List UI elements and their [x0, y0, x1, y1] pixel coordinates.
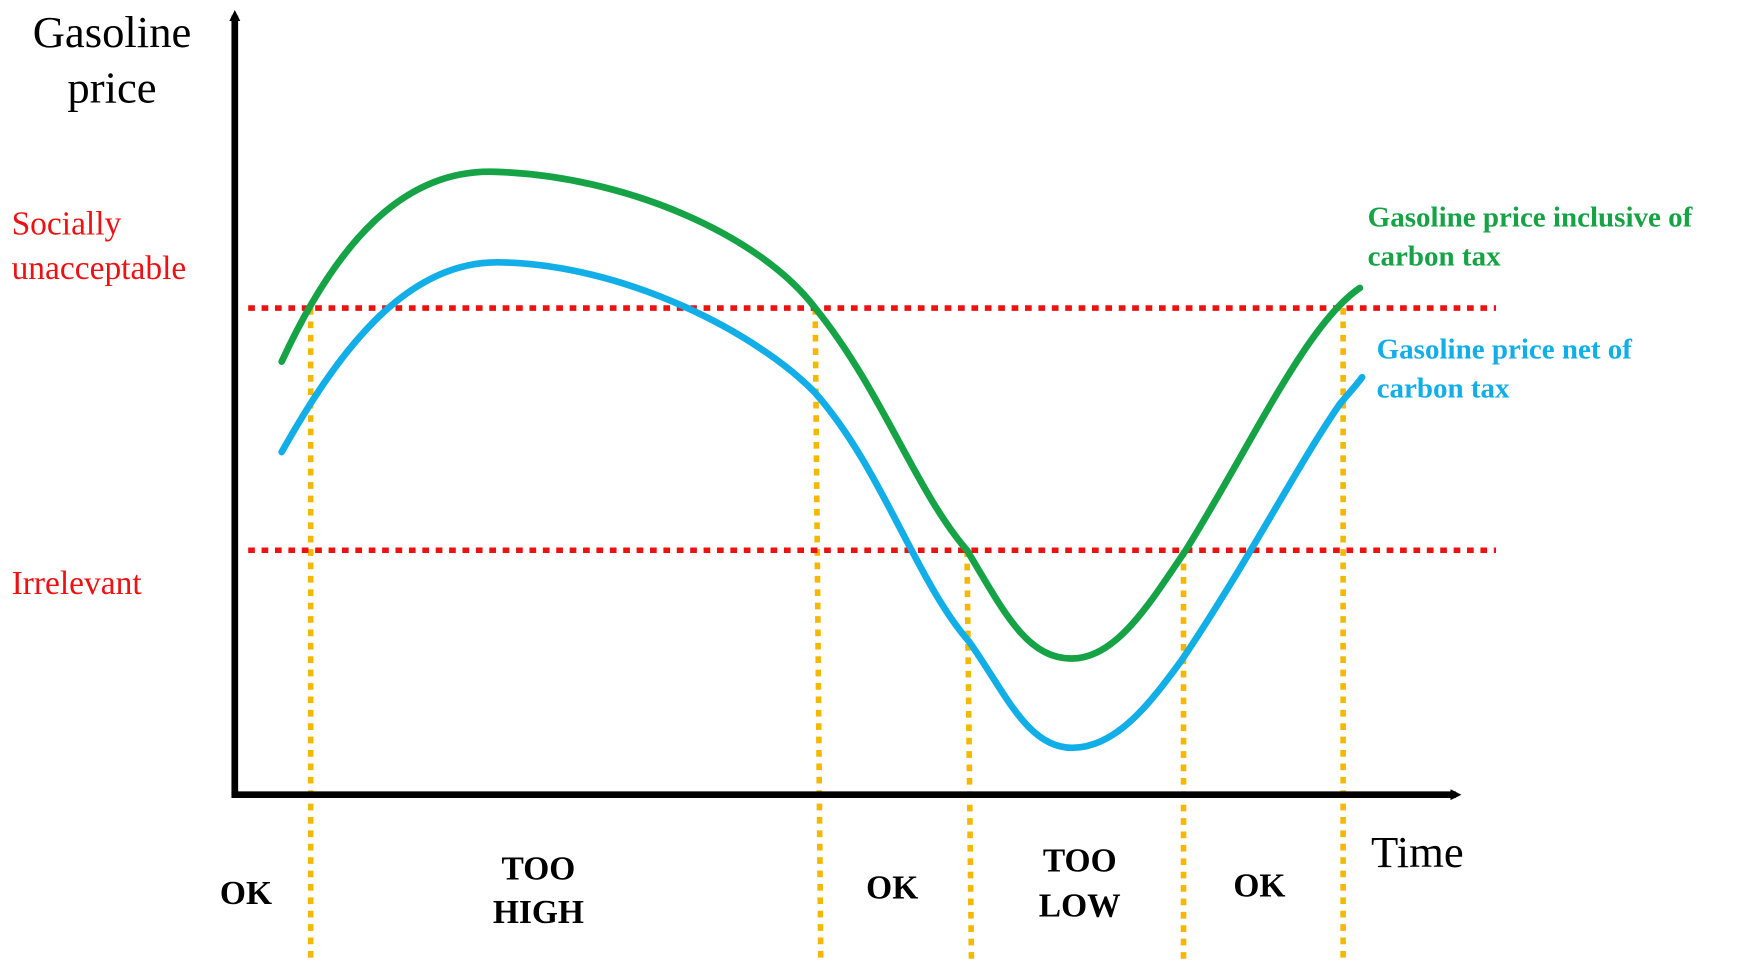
region-label: HIGH: [493, 894, 584, 931]
x-axis-label: Time: [1371, 827, 1464, 877]
crossing-line: [964, 550, 975, 961]
region-label: OK: [866, 869, 918, 906]
region-label: LOW: [1039, 887, 1121, 924]
crossing-line: [812, 308, 824, 961]
curve-label: Gasoline price net of: [1377, 333, 1633, 365]
green-curve: [278, 168, 1364, 662]
level-label: Socially: [12, 205, 122, 242]
region-label: OK: [1233, 867, 1285, 904]
crossing-lines: [307, 308, 1346, 961]
level-label: unacceptable: [12, 250, 187, 287]
curve-label: carbon tax: [1368, 241, 1501, 273]
region-label: OK: [220, 875, 272, 912]
level-label: Irrelevant: [12, 565, 143, 602]
curve-label: Gasoline price inclusive of: [1368, 202, 1693, 234]
region-label: TOO: [501, 851, 575, 888]
blue-curve: [278, 258, 1366, 752]
curve-label: carbon tax: [1377, 372, 1510, 404]
y-axis-label: price: [67, 63, 156, 113]
region-label: TOO: [1043, 843, 1117, 880]
y-axis-label: Gasoline: [33, 7, 192, 57]
